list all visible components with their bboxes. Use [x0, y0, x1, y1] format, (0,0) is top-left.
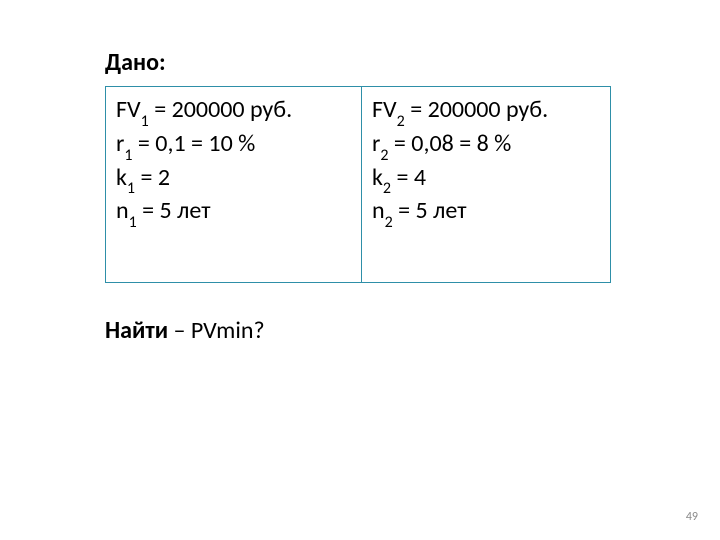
var-name: n: [116, 196, 129, 225]
table-row: FV1 = 200000 руб. r1 = 0,1 = 10 % k1 = 2…: [106, 87, 611, 283]
var-name: FV: [116, 95, 141, 124]
var-value: = 2: [135, 163, 170, 192]
subscript: 1: [127, 179, 135, 198]
var-value: = 0,1 = 10 %: [132, 129, 255, 158]
subscript: 2: [380, 146, 388, 165]
page-number: 49: [686, 510, 698, 524]
formula-line: n2 = 5 лет: [372, 196, 600, 230]
var-value: = 200000 руб.: [405, 95, 548, 124]
formula-line: k1 = 2: [116, 163, 351, 197]
slide-container: Дано: FV1 = 200000 руб. r1 = 0,1 = 10 % …: [0, 0, 720, 540]
heading-find-rest: – PVmin?: [168, 316, 265, 345]
heading-find: Найти – PVmin?: [105, 316, 265, 345]
heading-given: Дано:: [105, 48, 166, 77]
var-value: = 0,08 = 8 %: [388, 129, 511, 158]
formula-line: FV2 = 200000 руб.: [372, 95, 600, 129]
formula-line: n1 = 5 лет: [116, 196, 351, 230]
subscript: 1: [129, 213, 137, 232]
heading-given-label: Дано:: [105, 48, 166, 77]
subscript: 2: [397, 112, 405, 131]
var-value: = 5 лет: [393, 196, 467, 225]
var-name: FV: [372, 95, 397, 124]
formula-line: r1 = 0,1 = 10 %: [116, 129, 351, 163]
var-value: = 4: [391, 163, 426, 192]
subscript: 2: [385, 213, 393, 232]
table-cell-option-1: FV1 = 200000 руб. r1 = 0,1 = 10 % k1 = 2…: [106, 87, 362, 283]
formula-line: r2 = 0,08 = 8 %: [372, 129, 600, 163]
formula-line: k2 = 4: [372, 163, 600, 197]
var-name: n: [372, 196, 385, 225]
var-value: = 5 лет: [137, 196, 211, 225]
formula-line: FV1 = 200000 руб.: [116, 95, 351, 129]
var-name: k: [372, 163, 383, 192]
subscript: 2: [383, 179, 391, 198]
table-cell-option-2: FV2 = 200000 руб. r2 = 0,08 = 8 % k2 = 4…: [362, 87, 611, 283]
subscript: 1: [124, 146, 132, 165]
given-data-table: FV1 = 200000 руб. r1 = 0,1 = 10 % k1 = 2…: [105, 86, 611, 283]
var-value: = 200000 руб.: [149, 95, 292, 124]
subscript: 1: [141, 112, 149, 131]
var-name: k: [116, 163, 127, 192]
heading-find-label: Найти: [105, 316, 168, 345]
